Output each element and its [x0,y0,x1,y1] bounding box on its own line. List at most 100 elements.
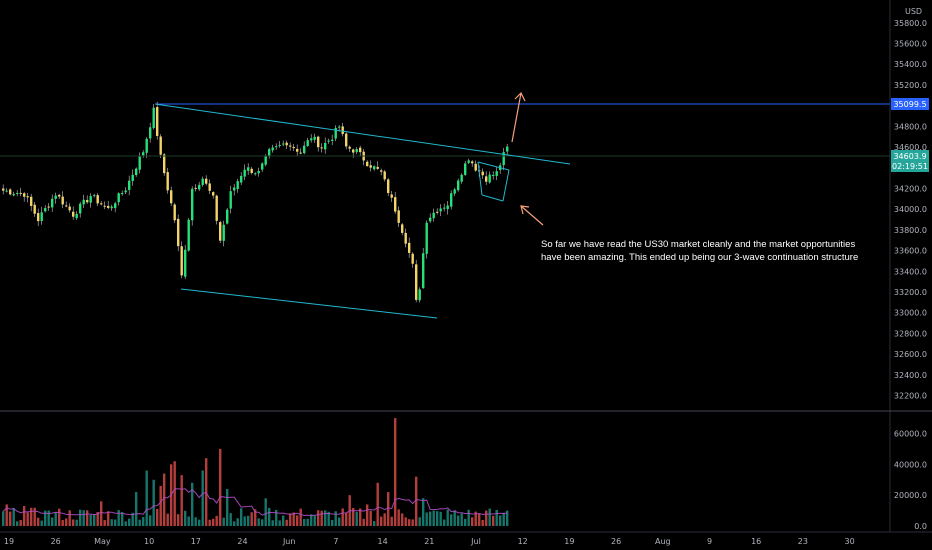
volume-bar [177,514,180,526]
candle [394,191,397,214]
flag-upper-line[interactable] [477,161,510,171]
volume-bar [373,521,376,526]
candle [453,187,456,197]
price-tick-label: 32600.0 [894,350,927,359]
candle [506,143,509,157]
candle [19,187,22,197]
candle [257,167,260,177]
time-tick-label: 21 [424,537,434,546]
time-tick-label: 10 [144,537,154,546]
volume-bar [243,516,246,526]
candle [306,137,309,147]
volume-bar [359,508,362,526]
volume-bar [86,510,89,526]
candle [425,220,428,259]
volume-bar [93,513,96,526]
candle [380,168,383,176]
volume-bar [219,448,222,526]
volume-bar [355,511,358,526]
time-tick-label: Jul [470,537,481,546]
candle [110,204,113,211]
time-axis[interactable]: 19 26 May 10 17 24 Jun 7 14 21 Jul 12 19 26 Aug 9 16 23 30 [4,537,855,546]
price-tick-label: 34200.0 [894,184,927,193]
volume-bar [261,519,264,526]
price-tick-label: 34600.0 [894,143,927,152]
candle [215,194,218,225]
candle [222,220,225,247]
candle [492,171,495,180]
volume-bar [499,515,502,526]
time-tick-label: 12 [518,537,528,546]
volume-bar [51,517,54,526]
candle [114,201,117,213]
candle [51,194,54,212]
volume-bar [166,513,169,526]
candle [166,167,169,194]
price-tick-label: 33600.0 [894,247,927,256]
volume-bar [187,516,190,526]
volume-bar [9,511,12,526]
volume-bar [383,513,386,526]
candle [219,220,222,243]
time-tick-label: May [94,537,111,546]
volume-bar [492,515,495,526]
candle [208,179,211,194]
candle [212,191,215,199]
volume-bar [289,513,292,526]
candle [282,140,285,147]
candle [12,191,15,197]
annotation-line-2: have been amazing. This ended up being o… [541,252,858,263]
volume-bar [320,510,323,526]
volume-bar [75,519,78,526]
candle [376,161,379,170]
volume-axis[interactable]: 60000.0 40000.0 20000.0 0.0 [894,430,927,532]
candle [415,259,418,303]
candle [236,178,239,193]
candle [383,170,386,182]
candle [278,141,281,148]
candle [471,160,474,167]
volume-bar [229,513,232,526]
candle [488,171,491,184]
volume-bar [152,479,155,526]
price-tick-label: 33000.0 [894,309,927,318]
volume-bar [250,512,253,526]
candle [268,147,271,159]
volume-bar [352,507,355,526]
candle [107,200,110,210]
volume-bar [376,482,379,526]
volume-bar [233,521,236,526]
candle [404,228,407,248]
candle [96,193,99,207]
time-tick-label: 7 [333,537,338,546]
price-tick-label: 33200.0 [894,288,927,297]
price-tick-label: 35600.0 [894,39,927,48]
volume-bar [89,514,92,526]
volume-bar [397,509,400,526]
volume-bar [226,489,229,526]
volume-bar [58,508,61,526]
time-tick-label: Jun [282,537,296,546]
channel-lower-trendline[interactable] [180,288,438,319]
flag-left-edge[interactable] [477,161,483,196]
volume-bar [453,510,456,526]
candle [324,137,327,154]
channel-upper-trendline[interactable] [154,103,571,165]
flag-right-edge[interactable] [502,169,510,202]
candle [331,134,334,145]
candle [23,191,26,202]
price-tick-label: 33800.0 [894,226,927,235]
time-tick-label: 19 [4,537,14,546]
volume-bar [16,521,19,526]
up-arrow-icon[interactable] [511,91,526,143]
pointer-arrow-icon[interactable] [520,205,544,226]
candle [348,145,351,152]
volume-bar [37,517,40,526]
volume-bar [303,519,306,526]
volume-bar [436,511,439,526]
volume-bar [142,517,145,526]
candle [422,247,425,289]
volume-bar [474,511,477,526]
flag-lower-line[interactable] [481,194,504,202]
